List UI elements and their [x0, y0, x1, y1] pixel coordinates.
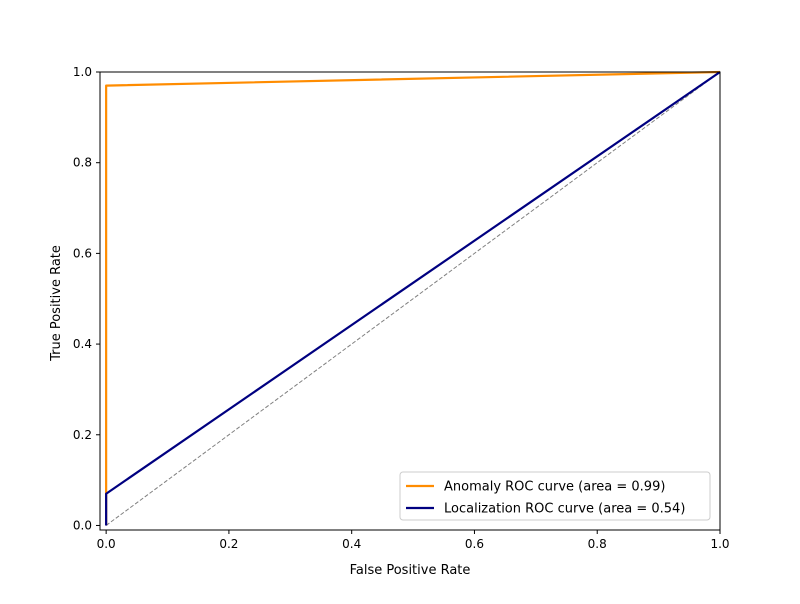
y-axis-label: True Positive Rate: [49, 245, 64, 362]
x-axis-label: False Positive Rate: [350, 563, 471, 578]
plot-area: [100, 72, 720, 530]
x-tick-label: 1.0: [710, 537, 729, 551]
series-line-1: [105, 71, 721, 526]
y-tick-label: 1.0: [73, 65, 92, 79]
y-tick-label: 0.2: [73, 428, 92, 442]
x-tick-label: 0.6: [465, 537, 484, 551]
legend-label-0: Anomaly ROC curve (area = 0.99): [444, 480, 665, 495]
y-tick-label: 0.4: [73, 337, 92, 351]
legend-label-1: Localization ROC curve (area = 0.54): [444, 502, 685, 517]
plot-background: [100, 72, 720, 530]
ticks-layer: 0.0 0.2 0.4 0.6 0.8 1.0 0.0 0.2 0.4 0.6 0.8 1.0: [73, 65, 730, 551]
y-tick-label: 0.0: [73, 518, 92, 532]
legend-box: [399, 471, 711, 521]
y-tick-label: 0.8: [73, 156, 92, 170]
x-tick-label: 0.8: [588, 537, 607, 551]
axes-layer: [99, 71, 721, 531]
series-line-0: [105, 70, 721, 526]
y-tick-label: 0.6: [73, 246, 92, 260]
x-tick-label: 0.0: [97, 537, 116, 551]
legend: Anomaly ROC curve (area = 0.99) Localizat…: [399, 471, 711, 521]
lines-layer: [105, 70, 721, 526]
plot-frame: [99, 71, 721, 531]
x-tick-label: 0.4: [342, 537, 361, 551]
reference-diagonal-line: [105, 71, 721, 526]
x-tick-label: 0.2: [219, 537, 238, 551]
